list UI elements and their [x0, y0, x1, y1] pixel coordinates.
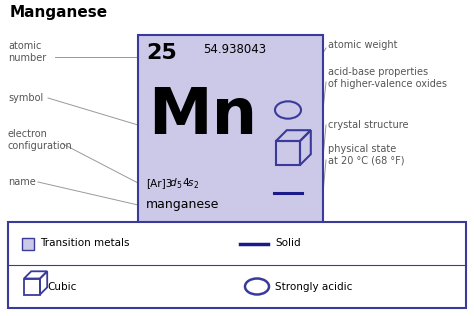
Text: 54.938043: 54.938043: [203, 43, 266, 56]
Text: acid-base properties
of higher-valence oxides: acid-base properties of higher-valence o…: [328, 67, 447, 89]
Text: Manganese: Manganese: [10, 5, 108, 20]
FancyBboxPatch shape: [8, 222, 466, 308]
Text: Strongly acidic: Strongly acidic: [275, 282, 352, 291]
Text: atomic weight: atomic weight: [328, 40, 398, 50]
Text: manganese: manganese: [146, 198, 219, 211]
FancyBboxPatch shape: [22, 238, 34, 250]
Text: symbol: symbol: [8, 93, 43, 103]
Text: atomic
number: atomic number: [8, 41, 46, 63]
Text: 25: 25: [146, 43, 177, 63]
Text: s: s: [188, 178, 193, 188]
Text: physical state
at 20 °C (68 °F): physical state at 20 °C (68 °F): [328, 144, 404, 166]
Text: crystal structure: crystal structure: [328, 120, 409, 130]
Text: Mn: Mn: [148, 85, 257, 147]
Text: Cubic: Cubic: [47, 282, 76, 291]
Text: 2: 2: [194, 181, 199, 190]
FancyBboxPatch shape: [138, 35, 323, 230]
Text: [Ar]3: [Ar]3: [146, 178, 173, 188]
Text: d: d: [170, 178, 177, 188]
Text: 4: 4: [182, 178, 189, 188]
Text: Solid: Solid: [275, 239, 301, 248]
Text: Transition metals: Transition metals: [40, 239, 129, 248]
Text: 5: 5: [176, 181, 181, 190]
Text: name: name: [8, 177, 36, 187]
Text: electron
configuration: electron configuration: [8, 129, 73, 151]
